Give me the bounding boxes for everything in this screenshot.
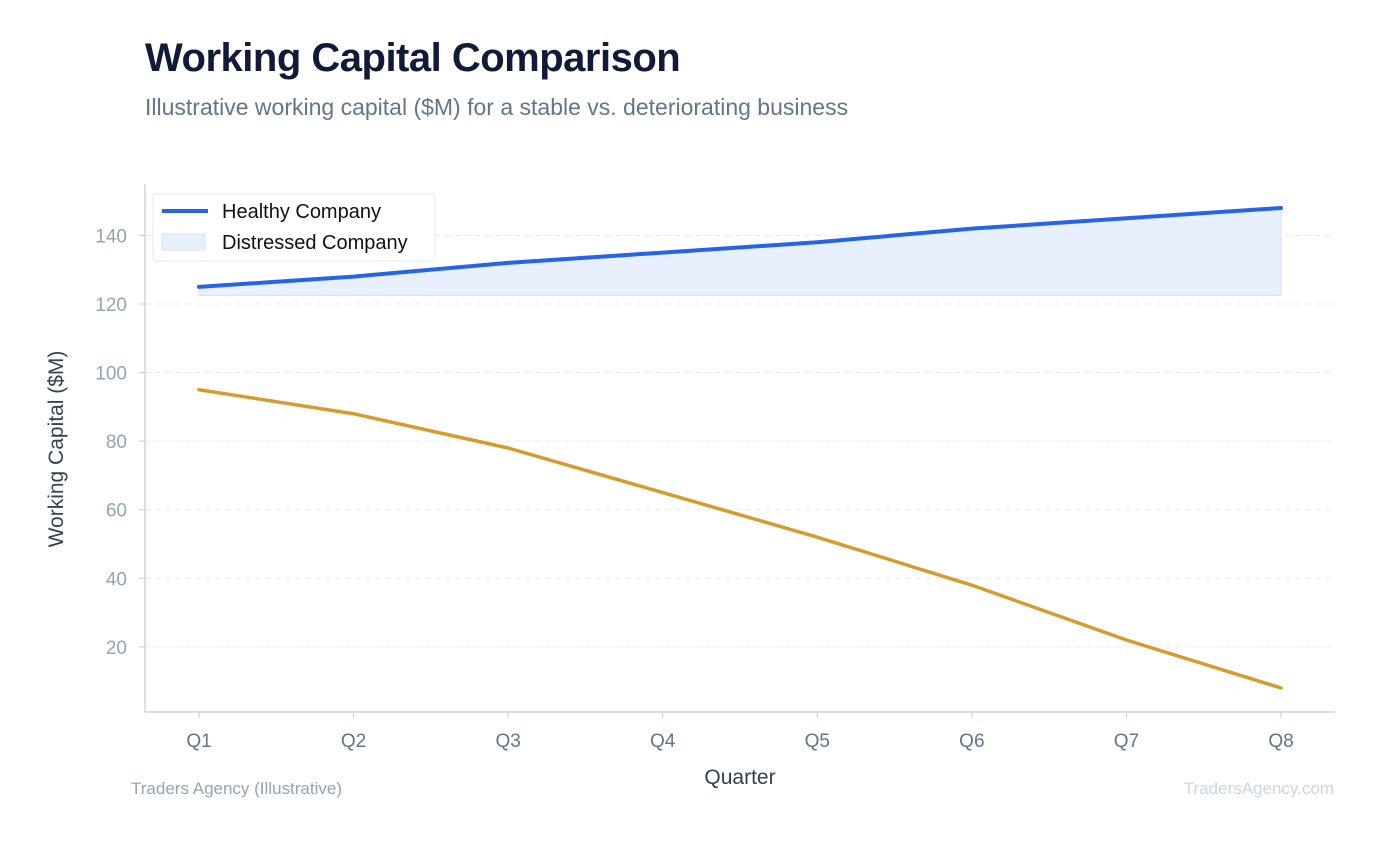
y-tick-label: 100 [95,364,127,385]
x-tick-label: Q2 [341,731,366,752]
y-tick-label: 120 [95,295,127,316]
footer-source: Traders Agency (Illustrative) [131,779,342,798]
y-tick-label: 60 [106,501,127,522]
y-tick-label: 20 [106,638,127,659]
legend-label-distressed: Distressed Company [222,232,408,254]
legend-label-healthy: Healthy Company [222,201,381,223]
series-line-healthy [197,206,1283,289]
chart-subtitle: Illustrative working capital ($M) for a … [145,94,849,120]
x-tick-label: Q6 [959,731,984,752]
footer-watermark: TradersAgency.com [1183,779,1334,798]
x-tick-label: Q5 [805,731,830,752]
legend-swatch-distressed [161,233,206,251]
y-tick-label: 80 [106,432,127,453]
series-line-distressed [197,387,1283,690]
y-tick-label: 40 [106,569,127,590]
x-tick-label: Q7 [1114,731,1139,752]
y-axis-title: Working Capital ($M) [45,351,68,548]
legend: Healthy Company Distressed Company [152,193,436,262]
x-tick-label: Q8 [1268,731,1293,752]
chart-title: Working Capital Comparison [145,36,681,80]
y-tick-label: 140 [95,226,127,247]
legend-box [152,193,436,262]
x-tick-label: Q4 [650,731,676,752]
x-axis-title: Quarter [704,766,775,789]
x-tick-label: Q3 [495,731,520,752]
x-tick-label: Q1 [186,731,211,752]
